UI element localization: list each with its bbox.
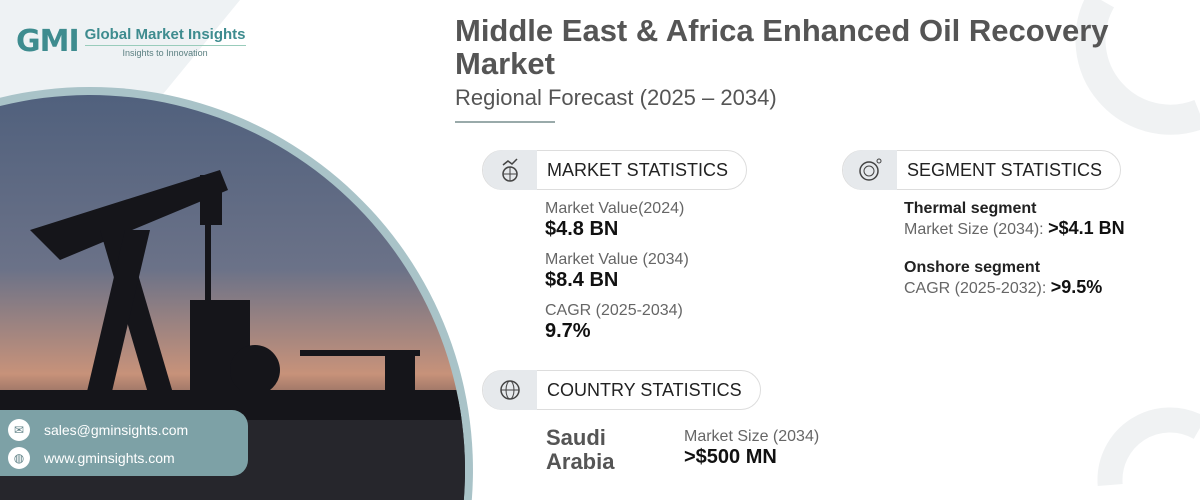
segment-statistics-header: SEGMENT STATISTICS [842, 150, 1122, 190]
segment-value: >$4.1 BN [1048, 218, 1125, 238]
stat-value: 9.7% [545, 320, 591, 342]
target-chart-icon [843, 150, 897, 190]
stat-label: Market Value(2024) [545, 200, 685, 217]
country-stat-label: Market Size (2034) [684, 428, 820, 445]
page-title: Middle East & Africa Enhanced Oil Recove… [455, 13, 1109, 81]
market-statistics-list: Market Value(2024) $4.8 BN Market Value … [545, 200, 689, 343]
website-link[interactable]: www.gminsights.com [44, 450, 175, 466]
chart-globe-icon [483, 150, 537, 190]
stat-value: $4.8 BN [545, 218, 619, 240]
segment-label: Market Size (2034): [904, 221, 1044, 238]
country-stat: Market Size (2034) >$500 MN [684, 428, 819, 469]
segment-label: CAGR (2025-2032): [904, 280, 1047, 297]
title-divider [455, 121, 555, 123]
globe-icon: ◍ [8, 447, 30, 469]
segment-statistics-list: Thermal segment Market Size (2034): >$4.… [904, 200, 1125, 298]
email-link[interactable]: sales@gminsights.com [44, 422, 189, 438]
market-statistics-heading: MARKET STATISTICS [547, 159, 729, 180]
country-stat-value: >$500 MN [684, 446, 777, 468]
segment-value: >9.5% [1050, 277, 1103, 297]
contact-panel: ✉ sales@gminsights.com ◍ www.gminsights.co… [0, 410, 248, 476]
segment-name: Thermal segment [904, 200, 1037, 217]
stat-value: $8.4 BN [545, 269, 619, 291]
globe-icon [483, 370, 537, 410]
logo-mark: GMI [16, 24, 80, 59]
logo-tagline: Insights to Innovation [122, 47, 208, 58]
stat-label: CAGR (2025-2034) [545, 302, 683, 319]
segment-statistics-heading: SEGMENT STATISTICS [907, 159, 1103, 180]
page-subtitle: Regional Forecast (2025 – 2034) [455, 85, 777, 110]
logo-name: Global Market Insights [84, 26, 246, 46]
market-statistics-header: MARKET STATISTICS [482, 150, 748, 190]
country-statistics-header: COUNTRY STATISTICS [482, 370, 761, 410]
country-name: Saudi Arabia [546, 425, 615, 474]
gmi-logo: GMI Global Market Insights Insights to I… [16, 24, 246, 59]
email-icon: ✉ [8, 419, 30, 441]
segment-name: Onshore segment [904, 259, 1041, 276]
country-statistics-heading: COUNTRY STATISTICS [547, 379, 742, 400]
stat-label: Market Value (2034) [545, 251, 689, 268]
